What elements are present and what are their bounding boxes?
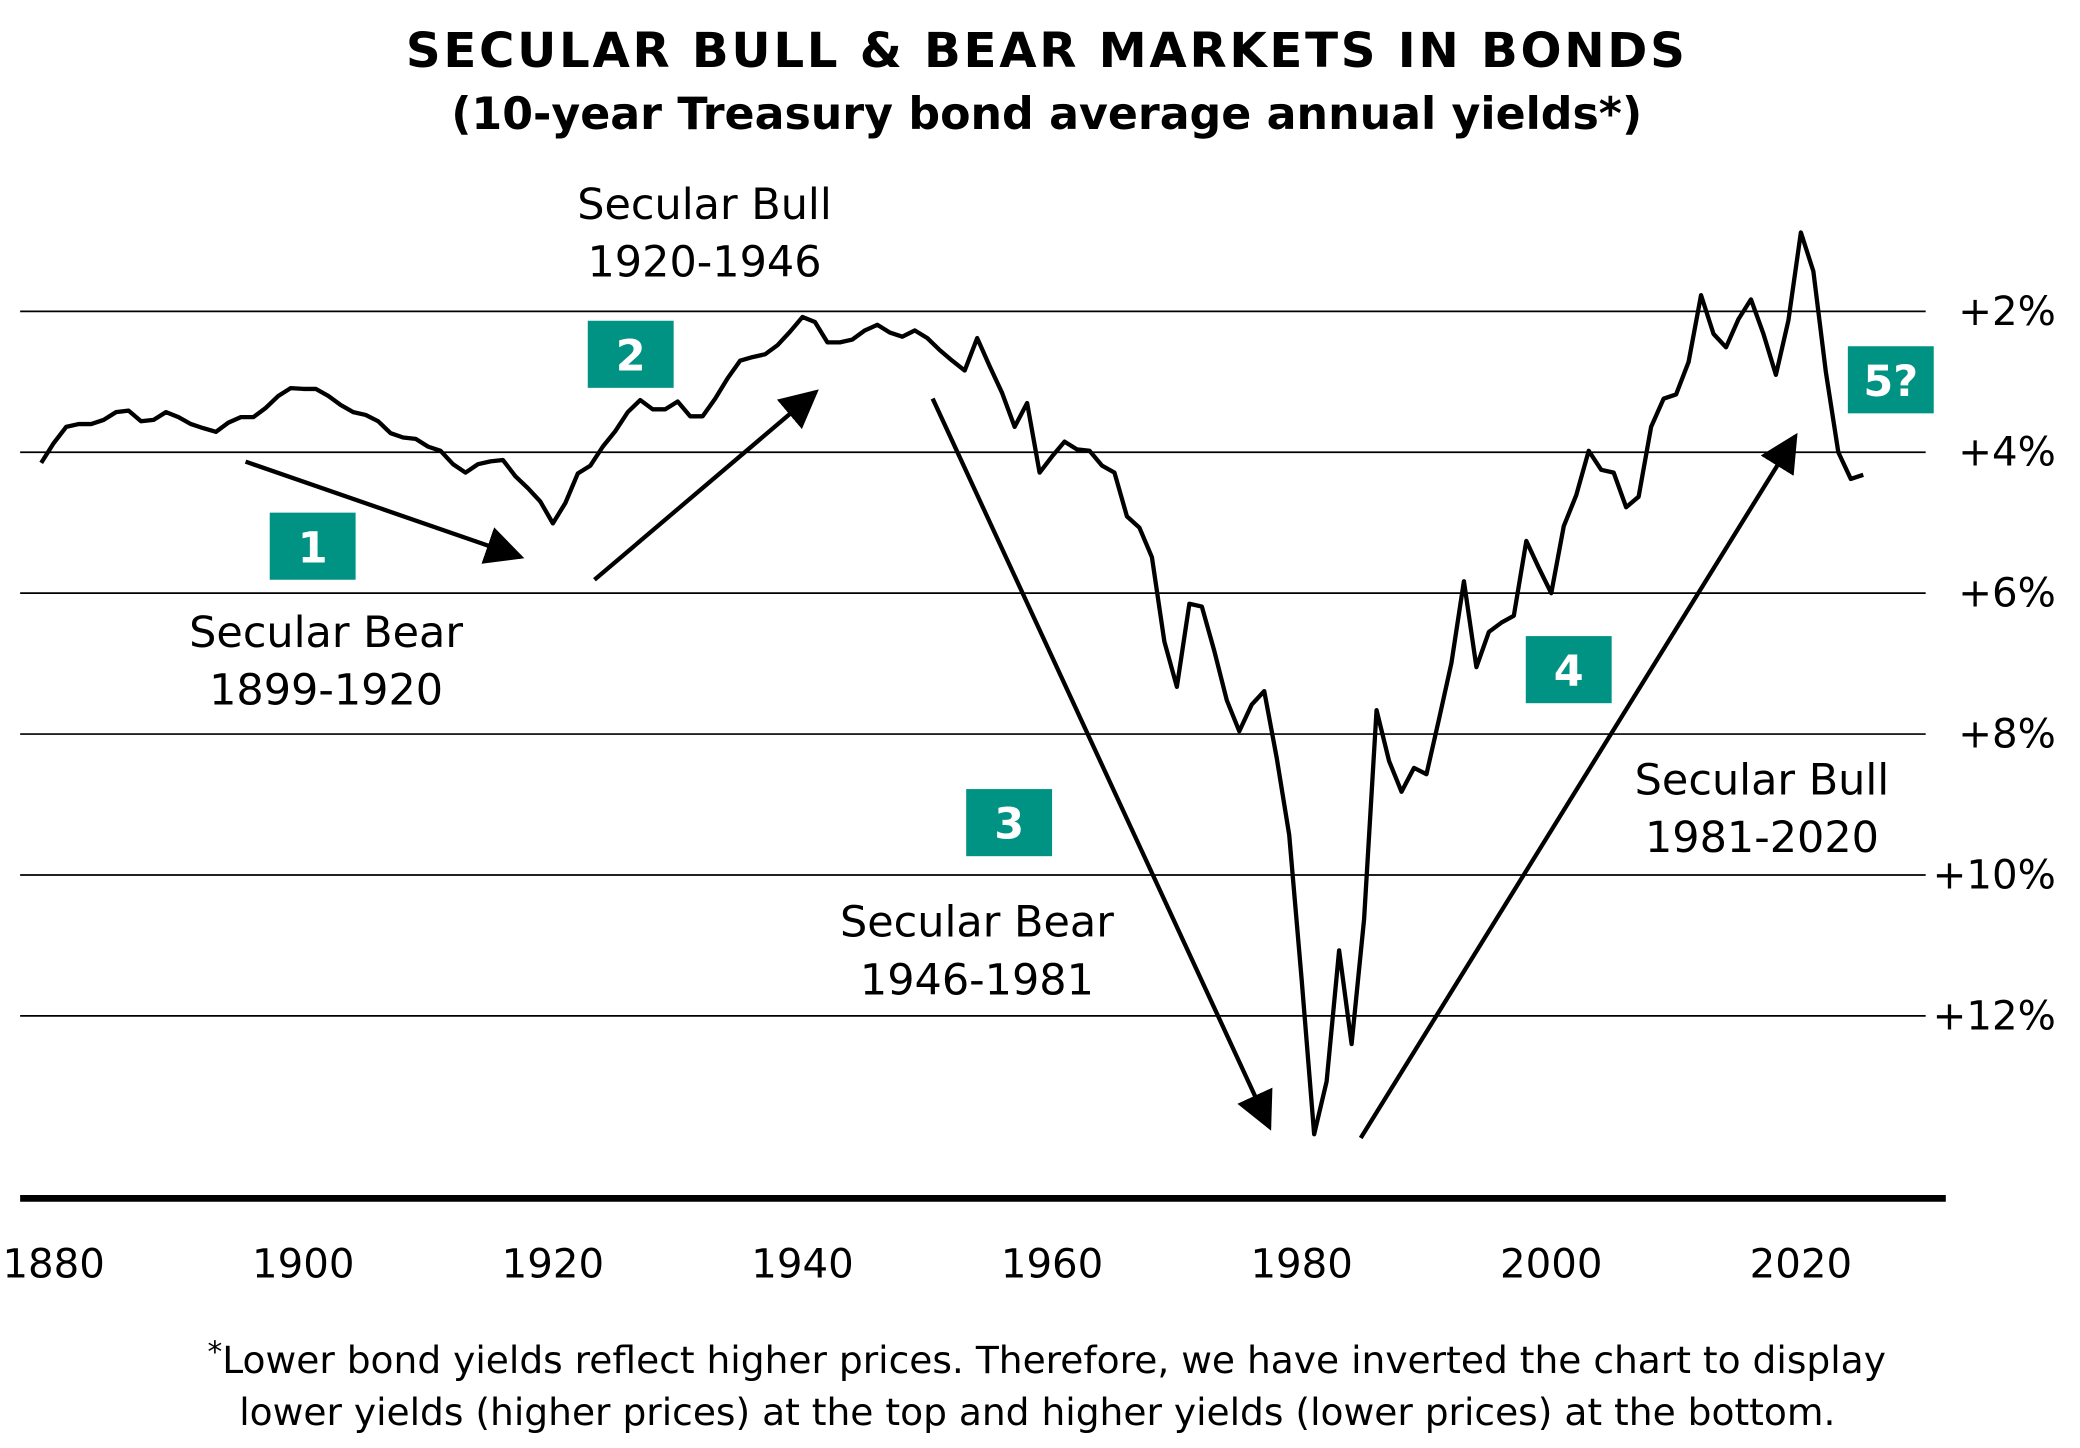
y-tick-label: +2% bbox=[1958, 289, 2056, 335]
trend-arrow bbox=[930, 397, 1273, 1131]
phase-badge bbox=[269, 512, 356, 580]
y-tick-label: +12% bbox=[1933, 993, 2056, 1039]
x-tick-label: 1940 bbox=[751, 1242, 853, 1288]
footnote-text-1: Lower bond yields reflect higher prices.… bbox=[222, 1338, 1886, 1382]
chart-title: SECULAR BULL & BEAR MARKETS IN BONDS bbox=[406, 23, 1688, 79]
footnote-line-1: *Lower bond yields reflect higher prices… bbox=[207, 1335, 1885, 1382]
phase-badge-number: 5? bbox=[1863, 357, 1918, 407]
phase-badge-number: 3 bbox=[994, 800, 1024, 850]
annotations: 1 Secular Bear 1899-1920 2 Secular Bull 1920-… bbox=[189, 180, 1934, 1005]
phase-badge-number: 2 bbox=[616, 331, 646, 381]
phase-label-name: Secular Bear bbox=[840, 898, 1114, 948]
x-tick-label: 1980 bbox=[1250, 1242, 1352, 1288]
phase-badge-number: 4 bbox=[1554, 647, 1584, 697]
phase-badge bbox=[1847, 346, 1934, 414]
phase-label-name: Secular Bull bbox=[577, 180, 832, 230]
y-tick-labels: +2% +4% +6% +8% +10% +12% bbox=[1933, 289, 2056, 1040]
y-tick-label: +10% bbox=[1933, 852, 2056, 898]
x-tick-label: 2020 bbox=[1750, 1242, 1852, 1288]
phase-label-years: 1920-1946 bbox=[587, 237, 821, 287]
yield-series-line bbox=[39, 230, 1864, 1137]
gridlines bbox=[20, 310, 1926, 1017]
trend-arrow bbox=[593, 389, 819, 582]
phase-label-years: 1946-1981 bbox=[860, 955, 1094, 1005]
y-tick-label: +4% bbox=[1958, 430, 2056, 476]
trend-arrows bbox=[244, 389, 1798, 1140]
chart-subtitle: (10-year Treasury bond average annual yi… bbox=[451, 89, 1642, 140]
x-tick-label: 1880 bbox=[2, 1242, 104, 1288]
y-tick-label: +6% bbox=[1958, 571, 2056, 617]
y-tick-label: +8% bbox=[1958, 711, 2056, 757]
x-tick-label: 1920 bbox=[502, 1242, 604, 1288]
trend-arrow bbox=[1358, 432, 1798, 1140]
phase-badge bbox=[1525, 636, 1612, 704]
phase-label-years: 1981-2020 bbox=[1645, 813, 1879, 863]
x-tick-label: 1960 bbox=[1001, 1242, 1103, 1288]
phase-badge bbox=[587, 320, 674, 388]
phase-label-years: 1899-1920 bbox=[209, 666, 443, 716]
trend-arrow bbox=[244, 459, 525, 564]
phase-badge bbox=[966, 789, 1053, 857]
footnote-line-2: lower yields (higher prices) at the top … bbox=[239, 1390, 1835, 1434]
footnote-marker: * bbox=[207, 1335, 222, 1369]
x-tick-label: 1900 bbox=[252, 1242, 354, 1288]
phase-label-name: Secular Bull bbox=[1635, 755, 1890, 805]
x-tick-labels: 1880 1900 1920 1940 1960 1980 2000 2020 bbox=[2, 1242, 1852, 1288]
x-tick-label: 2000 bbox=[1500, 1242, 1602, 1288]
phase-badge-number: 1 bbox=[298, 523, 328, 573]
phase-label-name: Secular Bear bbox=[189, 608, 463, 658]
